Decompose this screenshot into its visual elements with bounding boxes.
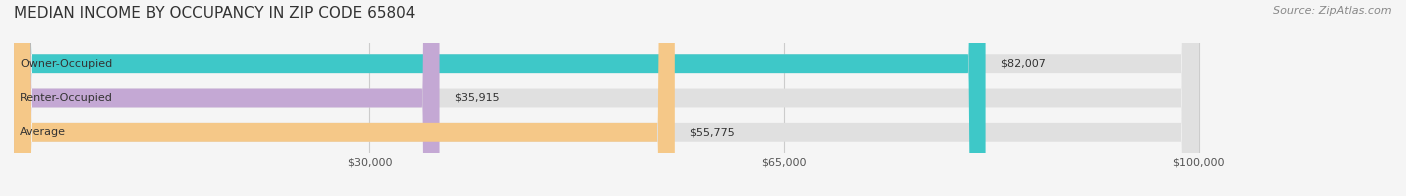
FancyBboxPatch shape	[14, 0, 440, 196]
Text: Renter-Occupied: Renter-Occupied	[20, 93, 112, 103]
Text: Average: Average	[20, 127, 66, 137]
FancyBboxPatch shape	[14, 0, 1199, 196]
FancyBboxPatch shape	[14, 0, 1199, 196]
Text: $55,775: $55,775	[689, 127, 735, 137]
Text: MEDIAN INCOME BY OCCUPANCY IN ZIP CODE 65804: MEDIAN INCOME BY OCCUPANCY IN ZIP CODE 6…	[14, 6, 415, 21]
Text: Owner-Occupied: Owner-Occupied	[20, 59, 112, 69]
Text: Source: ZipAtlas.com: Source: ZipAtlas.com	[1274, 6, 1392, 16]
FancyBboxPatch shape	[14, 0, 986, 196]
Text: $35,915: $35,915	[454, 93, 499, 103]
FancyBboxPatch shape	[14, 0, 1199, 196]
Text: $82,007: $82,007	[1000, 59, 1046, 69]
FancyBboxPatch shape	[14, 0, 675, 196]
